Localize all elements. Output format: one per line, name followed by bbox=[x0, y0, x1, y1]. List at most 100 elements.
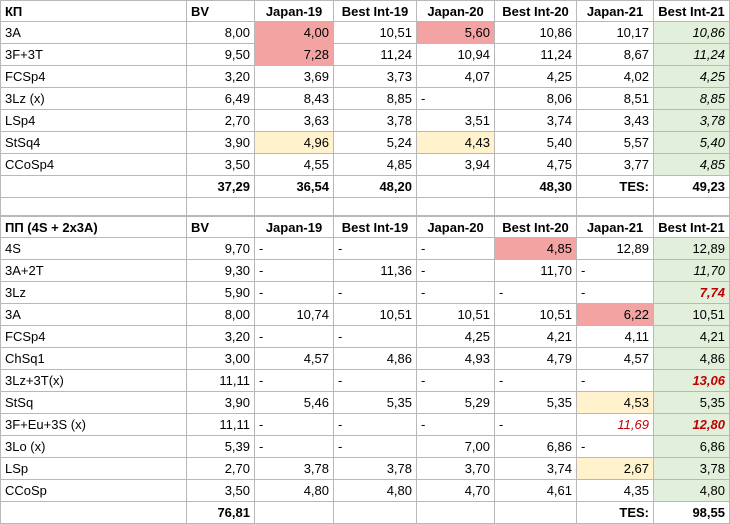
score-cell[interactable]: 3,70 bbox=[417, 458, 495, 480]
score-cell[interactable]: 10,17 bbox=[577, 22, 654, 44]
score-cell[interactable]: 4,21 bbox=[654, 326, 730, 348]
score-cell[interactable]: 8,43 bbox=[255, 88, 334, 110]
score-cell[interactable]: 4,85 bbox=[495, 238, 577, 260]
score-cell[interactable]: 2,67 bbox=[577, 458, 654, 480]
score-cell[interactable]: 13,06 bbox=[654, 370, 730, 392]
score-cell[interactable]: - bbox=[334, 238, 417, 260]
score-cell[interactable]: 4,55 bbox=[255, 154, 334, 176]
score-cell[interactable]: 4,85 bbox=[654, 154, 730, 176]
element-name-cell[interactable]: ChSq1 bbox=[0, 348, 187, 370]
score-cell[interactable]: Japan-20 bbox=[417, 216, 495, 238]
score-cell[interactable]: 9,50 bbox=[187, 44, 255, 66]
element-name-cell[interactable]: 3F+3T bbox=[0, 44, 187, 66]
score-cell[interactable]: 4,00 bbox=[255, 22, 334, 44]
score-cell[interactable]: Best Int-20 bbox=[495, 216, 577, 238]
score-cell[interactable]: 5,90 bbox=[187, 282, 255, 304]
score-cell[interactable]: 36,54 bbox=[255, 176, 334, 198]
score-cell[interactable]: Japan-20 bbox=[417, 0, 495, 22]
element-name-cell[interactable]: 4S bbox=[0, 238, 187, 260]
element-name-cell[interactable]: LSp bbox=[0, 458, 187, 480]
element-name-cell[interactable]: StSq bbox=[0, 392, 187, 414]
score-cell[interactable]: Japan-21 bbox=[577, 0, 654, 22]
score-cell[interactable]: 10,51 bbox=[417, 304, 495, 326]
score-cell[interactable]: 48,30 bbox=[495, 176, 577, 198]
score-cell[interactable]: - bbox=[577, 436, 654, 458]
score-cell[interactable]: BV bbox=[187, 216, 255, 238]
element-name-cell[interactable] bbox=[0, 502, 187, 524]
section-title-cell[interactable]: КП bbox=[0, 0, 187, 22]
score-cell[interactable]: 3,73 bbox=[334, 66, 417, 88]
score-cell[interactable]: TES: bbox=[577, 502, 654, 524]
element-name-cell[interactable]: 3A+2T bbox=[0, 260, 187, 282]
score-cell[interactable]: 3,78 bbox=[654, 458, 730, 480]
score-cell[interactable]: 4,79 bbox=[495, 348, 577, 370]
element-name-cell[interactable]: 3A bbox=[0, 304, 187, 326]
score-cell[interactable]: - bbox=[334, 326, 417, 348]
spacer-cell[interactable] bbox=[417, 198, 495, 216]
score-cell[interactable]: 4,96 bbox=[255, 132, 334, 154]
score-cell[interactable]: 4,80 bbox=[334, 480, 417, 502]
score-cell[interactable]: 8,85 bbox=[334, 88, 417, 110]
score-cell[interactable]: 5,35 bbox=[334, 392, 417, 414]
score-cell[interactable]: 4,53 bbox=[577, 392, 654, 414]
score-cell[interactable]: BV bbox=[187, 0, 255, 22]
element-name-cell[interactable]: LSp4 bbox=[0, 110, 187, 132]
score-cell[interactable]: 4,80 bbox=[255, 480, 334, 502]
score-cell[interactable]: 6,86 bbox=[495, 436, 577, 458]
score-cell[interactable]: 10,51 bbox=[654, 304, 730, 326]
score-cell[interactable]: 5,40 bbox=[654, 132, 730, 154]
score-cell[interactable]: 6,49 bbox=[187, 88, 255, 110]
score-cell[interactable]: 11,11 bbox=[187, 414, 255, 436]
score-cell[interactable]: 8,85 bbox=[654, 88, 730, 110]
score-cell[interactable]: 3,50 bbox=[187, 480, 255, 502]
score-cell[interactable]: - bbox=[417, 88, 495, 110]
score-cell[interactable]: - bbox=[577, 370, 654, 392]
score-cell[interactable]: 3,78 bbox=[255, 458, 334, 480]
score-cell[interactable]: 6,86 bbox=[654, 436, 730, 458]
score-cell[interactable]: 3,69 bbox=[255, 66, 334, 88]
score-cell[interactable]: 6,22 bbox=[577, 304, 654, 326]
score-cell[interactable]: - bbox=[255, 238, 334, 260]
score-cell[interactable]: 37,29 bbox=[187, 176, 255, 198]
score-cell[interactable]: 11,11 bbox=[187, 370, 255, 392]
score-cell[interactable]: Japan-19 bbox=[255, 0, 334, 22]
score-cell[interactable]: 48,20 bbox=[334, 176, 417, 198]
score-cell[interactable]: 5,40 bbox=[495, 132, 577, 154]
score-cell[interactable]: 3,78 bbox=[334, 110, 417, 132]
score-cell[interactable]: 9,30 bbox=[187, 260, 255, 282]
score-cell[interactable]: 12,80 bbox=[654, 414, 730, 436]
score-cell[interactable]: - bbox=[334, 282, 417, 304]
score-cell[interactable]: 8,06 bbox=[495, 88, 577, 110]
spacer-cell[interactable] bbox=[495, 198, 577, 216]
element-name-cell[interactable]: 3Lo (x) bbox=[0, 436, 187, 458]
score-cell[interactable]: 8,00 bbox=[187, 304, 255, 326]
score-cell[interactable]: 3,43 bbox=[577, 110, 654, 132]
score-cell[interactable]: 10,94 bbox=[417, 44, 495, 66]
element-name-cell[interactable] bbox=[0, 176, 187, 198]
score-cell[interactable]: 5,57 bbox=[577, 132, 654, 154]
score-cell[interactable]: 4,25 bbox=[654, 66, 730, 88]
score-cell[interactable]: 4,11 bbox=[577, 326, 654, 348]
score-cell[interactable]: 8,67 bbox=[577, 44, 654, 66]
score-cell[interactable]: 4,07 bbox=[417, 66, 495, 88]
score-cell[interactable]: 4,80 bbox=[654, 480, 730, 502]
element-name-cell[interactable]: FCSp4 bbox=[0, 326, 187, 348]
score-cell[interactable]: 2,70 bbox=[187, 110, 255, 132]
score-cell[interactable]: - bbox=[334, 370, 417, 392]
score-cell[interactable]: 4,70 bbox=[417, 480, 495, 502]
score-cell[interactable]: 7,28 bbox=[255, 44, 334, 66]
score-cell[interactable]: 3,00 bbox=[187, 348, 255, 370]
score-cell[interactable]: 4,21 bbox=[495, 326, 577, 348]
score-cell[interactable]: 5,39 bbox=[187, 436, 255, 458]
score-cell[interactable]: 10,51 bbox=[495, 304, 577, 326]
element-name-cell[interactable]: 3Lz bbox=[0, 282, 187, 304]
score-cell[interactable]: - bbox=[255, 370, 334, 392]
score-cell[interactable]: 3,74 bbox=[495, 458, 577, 480]
score-cell[interactable]: 3,78 bbox=[654, 110, 730, 132]
score-cell[interactable] bbox=[417, 502, 495, 524]
score-cell[interactable]: 4,75 bbox=[495, 154, 577, 176]
score-cell[interactable]: 10,51 bbox=[334, 304, 417, 326]
score-cell[interactable]: - bbox=[495, 370, 577, 392]
score-cell[interactable]: Best Int-21 bbox=[654, 0, 730, 22]
spacer-cell[interactable] bbox=[255, 198, 334, 216]
